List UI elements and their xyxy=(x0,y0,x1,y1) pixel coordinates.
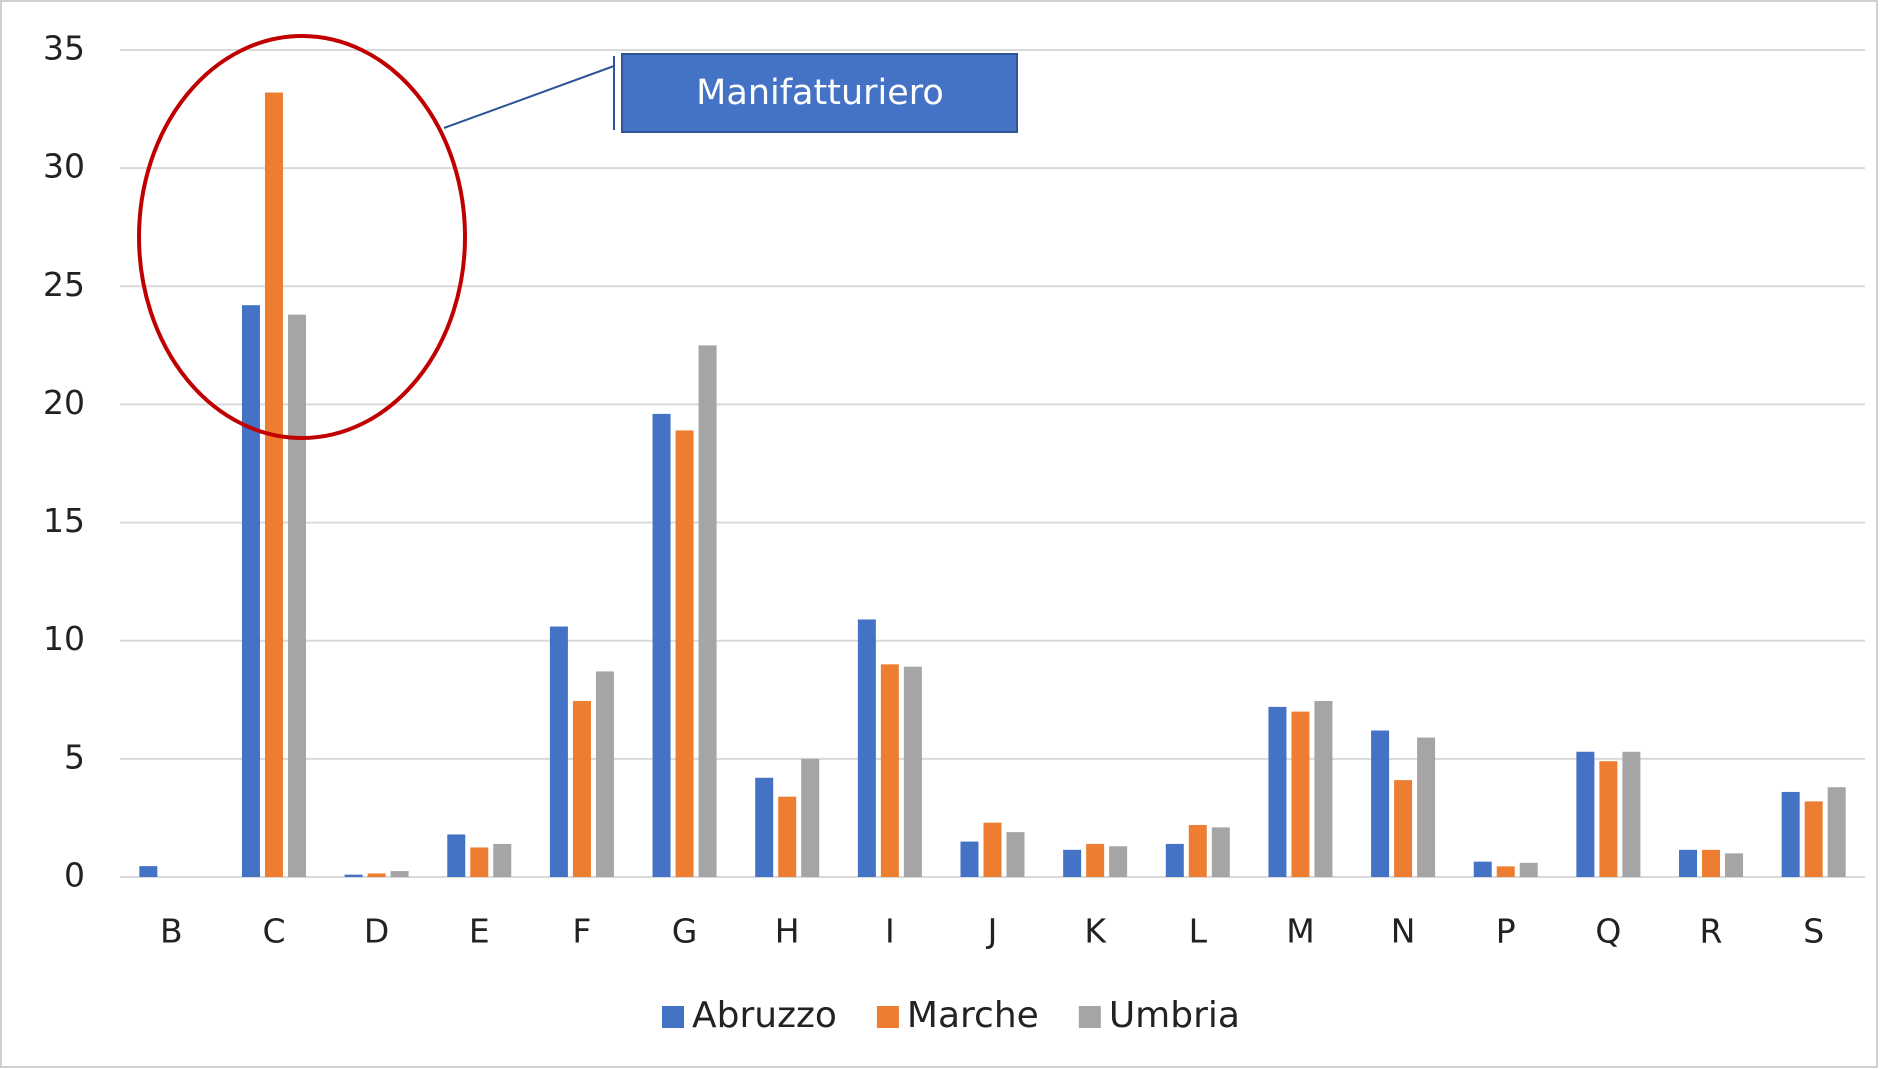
x-tick-label: Q xyxy=(1595,912,1621,951)
y-tick-label: 0 xyxy=(64,856,85,895)
callout-line xyxy=(443,65,615,129)
y-tick-label: 10 xyxy=(43,619,85,658)
bar xyxy=(241,305,260,877)
bar xyxy=(1268,706,1287,877)
bar xyxy=(880,664,899,877)
y-tick-label: 5 xyxy=(64,737,85,776)
bar xyxy=(1394,780,1413,877)
legend-label: Umbria xyxy=(1109,995,1240,1036)
bar xyxy=(549,626,568,877)
x-tick-label: S xyxy=(1803,912,1824,951)
bar xyxy=(903,666,922,877)
x-tick-label: B xyxy=(160,912,183,951)
y-tick-label: 20 xyxy=(43,383,85,422)
x-tick-label: D xyxy=(364,912,389,951)
bar xyxy=(344,874,363,877)
x-tick-label: N xyxy=(1391,912,1416,951)
bar xyxy=(960,841,979,877)
bar xyxy=(572,700,591,877)
bar xyxy=(1211,827,1230,877)
bar xyxy=(264,92,283,877)
y-tick-label: 30 xyxy=(43,147,85,186)
bar xyxy=(1496,866,1515,877)
x-tick-label: K xyxy=(1084,912,1107,951)
y-tick-label: 35 xyxy=(43,29,85,68)
bar xyxy=(595,671,614,877)
annotation-text: Manifatturiero xyxy=(696,73,944,113)
bar xyxy=(1006,832,1025,877)
bar xyxy=(1827,787,1846,877)
bar xyxy=(857,619,876,877)
bar xyxy=(1086,843,1105,877)
x-tick-label: M xyxy=(1286,912,1314,951)
bar xyxy=(1519,862,1538,877)
bar xyxy=(1371,730,1390,877)
bar xyxy=(367,873,386,877)
x-tick-label: E xyxy=(469,912,490,951)
legend-swatch xyxy=(876,1006,899,1028)
bar xyxy=(390,871,409,877)
bar xyxy=(1804,801,1823,877)
bar xyxy=(1622,751,1641,877)
bar xyxy=(1679,849,1698,877)
bar xyxy=(139,866,158,877)
bar xyxy=(1725,853,1744,877)
x-tick-label: C xyxy=(262,912,285,951)
legend-swatch xyxy=(1078,1006,1101,1028)
bar xyxy=(1781,791,1800,877)
bar xyxy=(1702,849,1721,877)
bar xyxy=(1417,737,1436,877)
bar xyxy=(675,430,694,877)
x-tick-label: H xyxy=(775,912,800,951)
bar xyxy=(1599,761,1618,877)
bar xyxy=(1576,751,1595,877)
bar xyxy=(1063,849,1082,877)
x-tick-label: J xyxy=(986,912,998,951)
legend-swatch xyxy=(662,1006,684,1028)
bar xyxy=(652,413,671,877)
x-tick-label: P xyxy=(1496,912,1516,951)
x-tick-label: F xyxy=(572,912,591,951)
bar xyxy=(755,777,774,877)
bar xyxy=(1291,711,1310,877)
bar xyxy=(983,822,1002,877)
x-tick-label: G xyxy=(672,912,698,951)
bar xyxy=(470,847,489,877)
x-tick-label: I xyxy=(885,912,895,951)
bar xyxy=(801,758,820,877)
bar xyxy=(287,314,306,877)
bar xyxy=(1165,843,1184,877)
bar xyxy=(447,834,466,877)
bar xyxy=(1314,700,1333,877)
bar xyxy=(1188,825,1207,877)
x-tick-label: L xyxy=(1189,912,1208,951)
bar xyxy=(1109,846,1128,877)
legend-label: Marche xyxy=(907,995,1039,1036)
bar xyxy=(778,796,797,877)
y-tick-label: 25 xyxy=(43,265,85,304)
x-tick-label: R xyxy=(1700,912,1723,951)
y-tick-label: 15 xyxy=(43,501,85,540)
legend-label: Abruzzo xyxy=(692,995,837,1036)
bar xyxy=(493,843,512,877)
highlight-ellipse xyxy=(137,34,467,440)
bar xyxy=(698,345,717,877)
annotation-box xyxy=(621,53,1018,133)
bar xyxy=(1473,861,1492,877)
